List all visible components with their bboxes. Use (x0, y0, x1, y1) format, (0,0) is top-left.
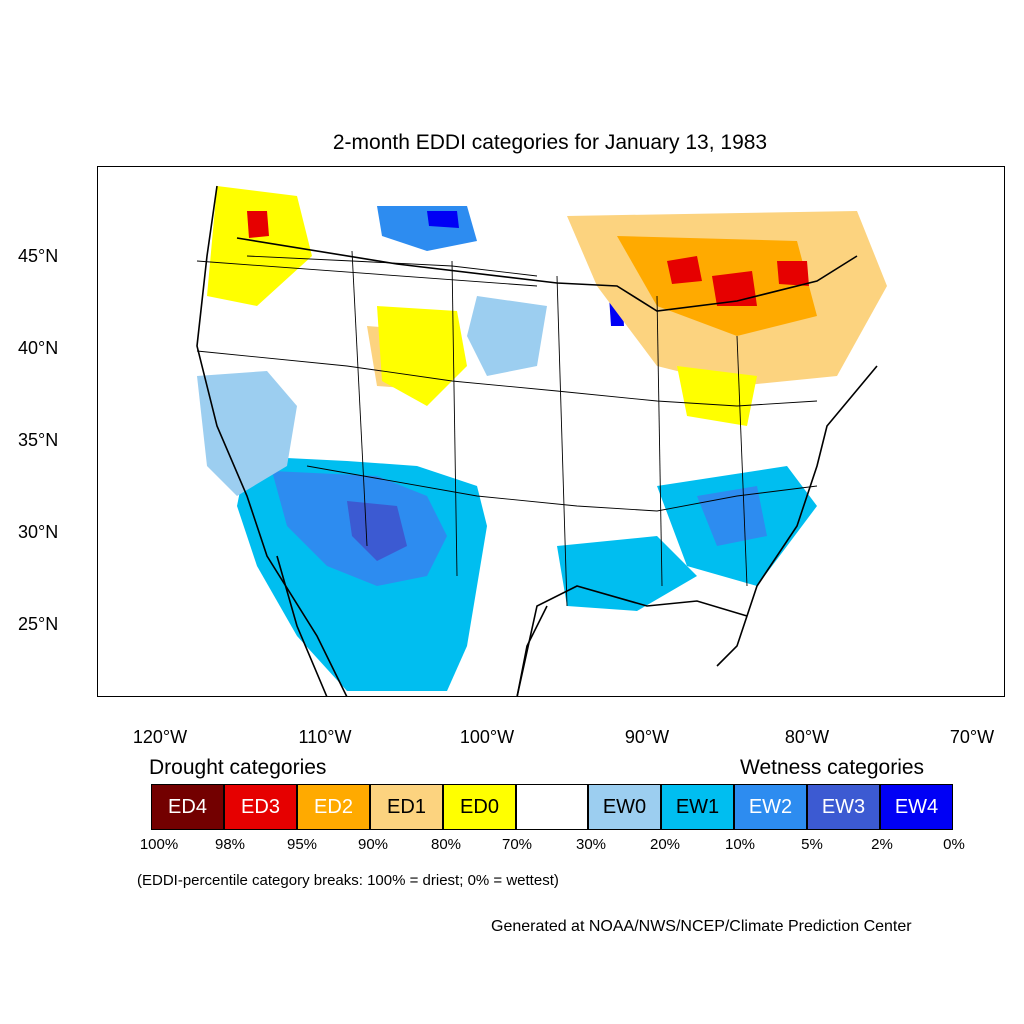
wet-region-ew1-gulf (557, 536, 697, 611)
legend-box-ed3: ED3 (224, 784, 297, 830)
percent-break-label: 20% (649, 836, 681, 853)
legend-box-ew3: EW3 (807, 784, 880, 830)
lon-label-100w: 100°W (459, 727, 515, 747)
percent-break-label: 10% (724, 836, 756, 853)
lon-label-80w: 80°W (784, 727, 830, 747)
percent-break-label: 100% (139, 836, 179, 853)
percent-break-label: 95% (286, 836, 318, 853)
legend-box-ed0: ED0 (443, 784, 516, 830)
lon-label-110w: 110°W (298, 727, 352, 747)
dry-region-ed3-pacific-nw (247, 211, 269, 238)
pacific-coast (196, 185, 348, 697)
percent-break-label: 70% (501, 836, 533, 853)
atlantic-coast (716, 365, 878, 667)
percent-break-label: 2% (871, 836, 893, 853)
percent-break-label: 0% (943, 836, 965, 853)
category-note: (EDDI-percentile category breaks: 100% =… (137, 872, 559, 889)
legend-box-ed1: ED1 (370, 784, 443, 830)
wet-region-ew0-plains (467, 296, 547, 376)
wet-region-ew0-west (197, 371, 297, 496)
percent-break-label: 90% (357, 836, 389, 853)
dry-region-ed0-pacific-nw (207, 186, 312, 306)
canada-border (236, 237, 858, 312)
legend-box-ed2: ED2 (297, 784, 370, 830)
wet-region-ew2-southeast (697, 486, 767, 546)
lat-label-30n: 30°N (18, 522, 59, 542)
percent-break-label: 80% (430, 836, 462, 853)
lat-label-40n: 40°N (18, 338, 59, 358)
wet-region-ew3-southwest (347, 501, 407, 561)
legend-box-ew4: EW4 (880, 784, 953, 830)
legend-box-ew1: EW1 (661, 784, 734, 830)
drought-categories-heading: Drought categories (149, 756, 327, 779)
eddi-map (97, 166, 1005, 697)
percent-break-label: 98% (214, 836, 246, 853)
lat-label-35n: 35°N (18, 430, 59, 450)
wetness-categories-heading: Wetness categories (740, 756, 925, 779)
dry-region-ed3-northeast-3 (777, 261, 809, 286)
legend-box-ew0: EW0 (588, 784, 661, 830)
wet-region-ew4-northern (427, 211, 459, 228)
gulf-coast (516, 585, 748, 697)
lon-label-70w: 70°W (949, 727, 995, 747)
dry-region-ed0-rockies (377, 306, 467, 406)
coastlines-and-borders (196, 185, 878, 697)
state-boundaries (196, 250, 818, 607)
lon-label-90w: 90°W (624, 727, 670, 747)
dry-region-ed3-northeast-1 (667, 256, 702, 284)
percent-break-label: 30% (575, 836, 607, 853)
dry-region-ed3-northeast-2 (712, 271, 757, 306)
map-title: 2-month EDDI categories for January 13, … (332, 131, 768, 154)
mexico-gulf-coast (516, 605, 548, 697)
baja-coast (276, 555, 328, 697)
legend-box-ed4: ED4 (151, 784, 224, 830)
credit-line: Generated at NOAA/NWS/NCEP/Climate Predi… (491, 918, 912, 935)
lon-label-120w: 120°W (132, 727, 188, 747)
lat-label-45n: 45°N (18, 246, 59, 266)
dry-region-ed0-great-lakes (677, 366, 757, 426)
lat-label-25n: 25°N (18, 614, 59, 634)
legend-box-neutral (516, 784, 588, 830)
percent-break-label: 5% (801, 836, 823, 853)
legend-box-ew2: EW2 (734, 784, 807, 830)
